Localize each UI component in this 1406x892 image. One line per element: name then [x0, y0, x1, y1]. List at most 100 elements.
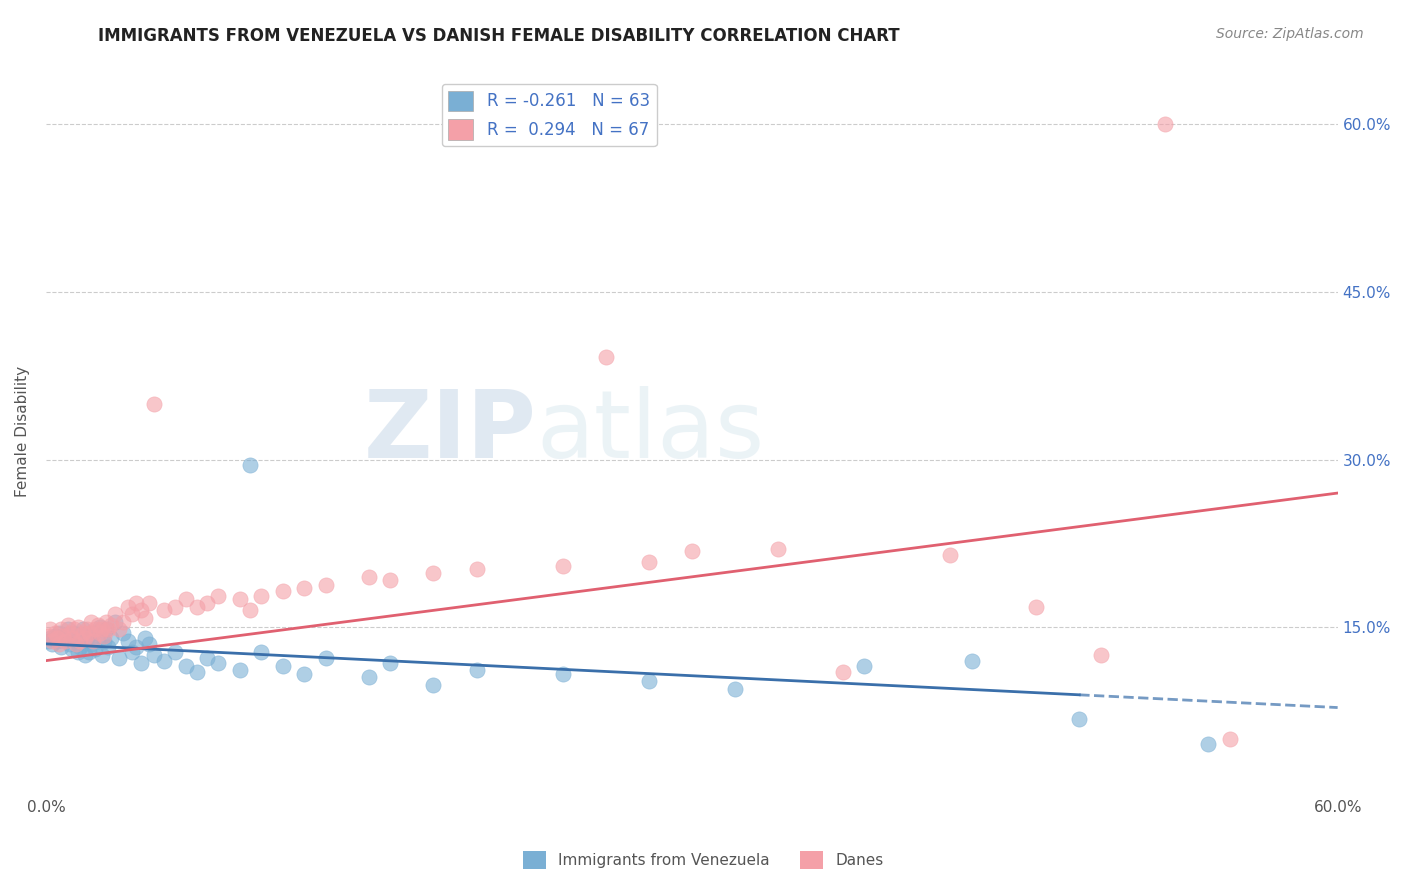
- Point: [89, 620, 111, 634]
- Point: [142, 397, 165, 411]
- Point: [100, 632, 122, 646]
- Point: [766, 541, 789, 556]
- Point: [939, 548, 962, 562]
- Point: [63, 625, 86, 640]
- Point: [49, 640, 72, 655]
- Point: [69, 633, 91, 648]
- Point: [37, 633, 59, 648]
- Point: [165, 645, 187, 659]
- Point: [65, 633, 87, 648]
- Point: [80, 615, 103, 629]
- Point: [76, 632, 98, 646]
- Text: ZIP: ZIP: [364, 385, 537, 477]
- Point: [48, 637, 70, 651]
- Point: [1219, 731, 1241, 746]
- Point: [250, 589, 273, 603]
- Point: [134, 632, 156, 646]
- Point: [207, 589, 229, 603]
- Point: [121, 607, 143, 621]
- Point: [380, 573, 402, 587]
- Point: [228, 663, 250, 677]
- Point: [357, 570, 380, 584]
- Point: [91, 648, 114, 662]
- Point: [89, 625, 111, 640]
- Point: [86, 618, 108, 632]
- Point: [551, 558, 574, 573]
- Point: [1198, 738, 1220, 752]
- Point: [271, 584, 294, 599]
- Point: [59, 625, 82, 640]
- Point: [197, 595, 219, 609]
- Point: [96, 615, 118, 629]
- Legend: Immigrants from Venezuela, Danes: Immigrants from Venezuela, Danes: [516, 845, 890, 875]
- Point: [292, 667, 315, 681]
- Point: [117, 633, 139, 648]
- Point: [60, 642, 83, 657]
- Point: [59, 637, 82, 651]
- Point: [48, 625, 70, 640]
- Text: atlas: atlas: [537, 385, 765, 477]
- Point: [239, 458, 262, 472]
- Point: [84, 642, 107, 657]
- Point: [239, 603, 262, 617]
- Point: [1025, 600, 1047, 615]
- Point: [56, 618, 79, 632]
- Point: [67, 645, 90, 659]
- Point: [86, 633, 108, 648]
- Point: [56, 623, 79, 637]
- Point: [186, 665, 208, 679]
- Point: [1154, 117, 1177, 131]
- Point: [37, 629, 59, 643]
- Point: [91, 623, 114, 637]
- Point: [60, 632, 83, 646]
- Point: [117, 600, 139, 615]
- Point: [465, 663, 488, 677]
- Y-axis label: Female Disability: Female Disability: [15, 366, 30, 497]
- Point: [853, 659, 876, 673]
- Point: [174, 592, 197, 607]
- Point: [97, 640, 120, 655]
- Point: [77, 625, 100, 640]
- Point: [357, 670, 380, 684]
- Point: [63, 623, 86, 637]
- Point: [228, 592, 250, 607]
- Point: [165, 600, 187, 615]
- Point: [153, 603, 176, 617]
- Point: [174, 659, 197, 673]
- Point: [315, 651, 337, 665]
- Point: [100, 618, 122, 632]
- Point: [315, 577, 337, 591]
- Point: [1090, 648, 1112, 662]
- Point: [207, 656, 229, 670]
- Point: [69, 640, 91, 655]
- Point: [121, 645, 143, 659]
- Point: [80, 637, 103, 651]
- Point: [637, 673, 659, 688]
- Point: [422, 678, 444, 692]
- Point: [72, 623, 94, 637]
- Point: [129, 656, 152, 670]
- Point: [831, 665, 853, 679]
- Point: [44, 629, 66, 643]
- Point: [72, 625, 94, 640]
- Point: [84, 623, 107, 637]
- Point: [138, 595, 160, 609]
- Text: IMMIGRANTS FROM VENEZUELA VS DANISH FEMALE DISABILITY CORRELATION CHART: IMMIGRANTS FROM VENEZUELA VS DANISH FEMA…: [98, 27, 900, 45]
- Point: [97, 623, 120, 637]
- Point: [52, 632, 75, 646]
- Point: [49, 623, 72, 637]
- Point: [104, 615, 127, 629]
- Point: [76, 623, 98, 637]
- Point: [108, 651, 131, 665]
- Point: [380, 656, 402, 670]
- Point: [93, 633, 115, 648]
- Text: Source: ZipAtlas.com: Source: ZipAtlas.com: [1216, 27, 1364, 41]
- Point: [465, 562, 488, 576]
- Point: [134, 611, 156, 625]
- Point: [53, 633, 76, 648]
- Point: [551, 667, 574, 681]
- Point: [65, 637, 87, 651]
- Point: [82, 633, 104, 648]
- Point: [39, 623, 62, 637]
- Point: [186, 600, 208, 615]
